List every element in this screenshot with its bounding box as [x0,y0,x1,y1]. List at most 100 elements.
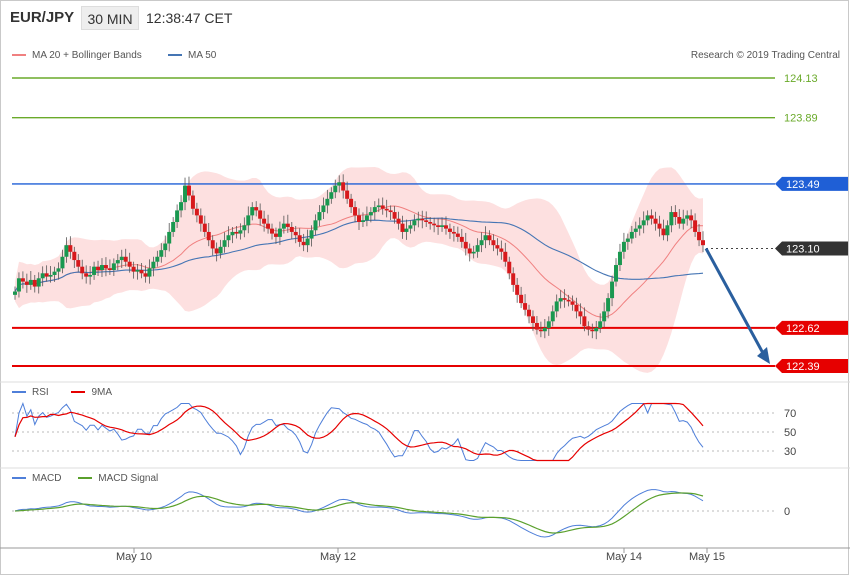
candle-body [155,256,160,262]
candle-body [380,205,385,209]
candle-body [689,215,694,221]
clock-label: 12:38:47 CET [146,10,233,26]
candle-body [629,231,634,239]
x-tick-label: May 12 [320,551,356,563]
candle-body [163,243,168,251]
candle-body [218,246,223,254]
candle-body [190,195,195,209]
macd-tick-label: 0 [784,506,790,518]
candle-body [305,238,310,246]
candle-body [436,225,441,227]
rsi-tick-label: 30 [784,446,796,458]
candle-body [475,245,480,252]
candle-body [566,299,571,302]
candle-body [424,220,429,222]
candle-body [32,279,37,287]
candle-body [554,301,559,312]
candle-body [574,304,579,312]
candle-body [578,311,583,317]
candle-body [606,298,611,312]
candle-body [143,273,148,277]
interval-selector[interactable]: 30 MIN [81,6,139,30]
candle-body [297,235,302,242]
candle-body [364,215,369,221]
candle-body [443,225,448,229]
forecast-arrow-head [757,347,770,364]
x-tick-label: May 15 [689,551,725,563]
candle-body [250,207,255,216]
candle-body [270,228,275,234]
candle-body [653,218,658,224]
candle-body [602,311,607,322]
candle-body [511,273,516,285]
candle-body [396,218,401,224]
candle-body [685,215,690,219]
candle-body [491,240,496,246]
candle-body [527,309,532,317]
candle-body [210,240,215,249]
candle-body [254,207,259,211]
candle-body [183,185,188,203]
candle-body [214,248,219,254]
candle-body [570,301,575,305]
candle-body [281,223,286,229]
candle-body [693,220,698,232]
price-level-label-123.89: 123.89 [784,113,818,125]
candle-body [115,260,120,264]
candle-body [657,223,662,229]
candle-body [499,248,504,252]
candle-body [56,268,61,272]
candle-body [641,220,646,226]
candle-body [167,231,172,244]
candle-body [119,256,124,261]
copyright-label: Research © 2019 Trading Central [690,50,840,61]
rsi-ma-legend-swatch [71,391,86,394]
candle-body [273,233,278,237]
candle-body [175,210,180,222]
x-tick-label: May 10 [116,551,152,563]
candle-body [317,212,322,221]
x-tick-label: May 14 [606,551,642,563]
price-level-label-123.10: 123.10 [786,243,820,255]
candle-body [76,260,81,267]
candle-body [610,281,615,299]
candle-body [159,250,164,257]
candle-body [388,210,393,213]
symbol-label: EUR/JPY [10,9,75,26]
candle-body [483,235,488,241]
candle-body [519,294,524,304]
candle-body [349,198,354,208]
candle-body [357,215,361,222]
candle-body [633,228,638,232]
candle-body [467,248,472,254]
candle-body [558,298,563,302]
candle-body [376,205,381,208]
candle-body [99,265,104,270]
candle-body [329,192,334,199]
candle-body [479,240,484,246]
price-level-label-123.49: 123.49 [786,179,820,191]
candle-body [80,266,85,274]
candle-body [701,240,705,246]
candle-body [266,223,271,229]
price-level-badge-122.39 [775,359,848,373]
candle-body [598,321,603,328]
candle-body [301,241,306,246]
rsi-legend-swatch [12,391,26,394]
rsi-tick-label: 70 [784,408,796,420]
rsi-legend-label: RSI [32,387,49,398]
candle-body [24,281,29,285]
candle-body [455,233,460,237]
candle-body [582,316,587,327]
candle-body [151,261,156,269]
candle-body [285,223,290,227]
candle-body [546,321,551,328]
candle-body [487,235,492,241]
candle-body [20,278,25,282]
candle-body [562,298,567,300]
candle-body [515,284,520,295]
candle-body [135,270,140,272]
candle-body [353,207,358,216]
candle-body [360,220,365,222]
